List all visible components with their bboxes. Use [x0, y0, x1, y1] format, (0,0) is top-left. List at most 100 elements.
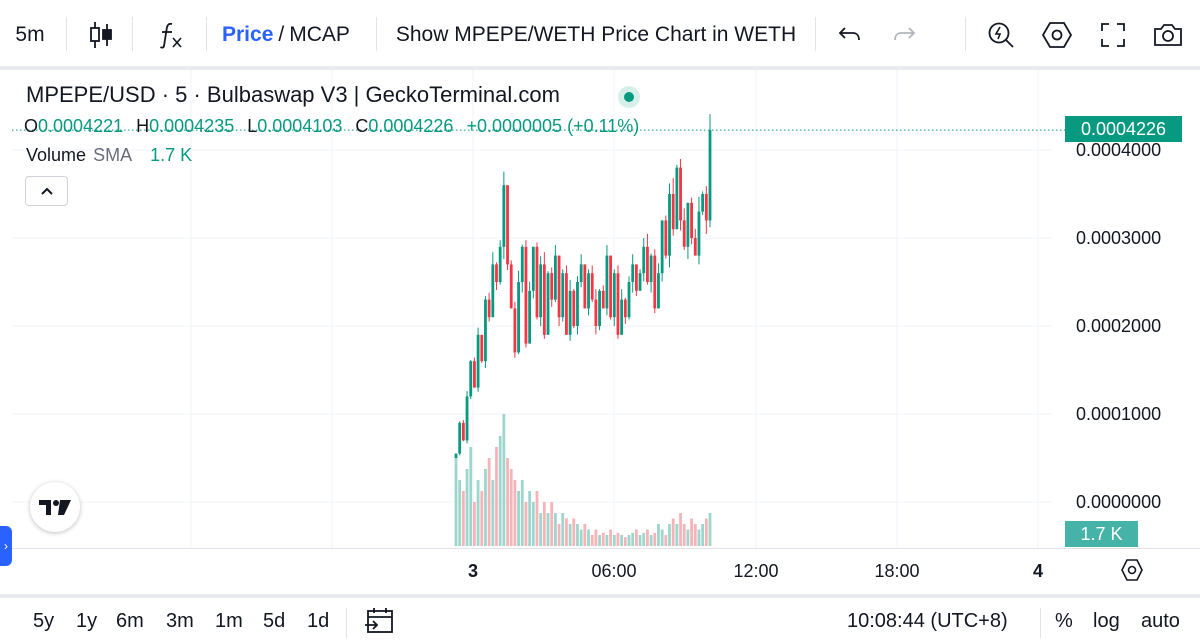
alert-button[interactable]: [982, 0, 1020, 70]
time-axis[interactable]: 3 06:00 12:00 18:00 4: [12, 548, 1200, 590]
slash-separator: /: [278, 23, 285, 46]
close-value: 0.0004226: [368, 116, 454, 136]
log-scale-button[interactable]: log: [1093, 610, 1120, 632]
price-axis-label: 0.0003000: [1076, 228, 1162, 248]
candle-body: [609, 255, 613, 318]
candle-body: [671, 194, 675, 230]
volume-bar: [642, 532, 646, 546]
indicators-button[interactable]: [148, 0, 194, 70]
live-status-dot: [618, 86, 640, 108]
volume-bar: [461, 491, 465, 546]
volume-bar: [495, 447, 498, 546]
candle-body: [660, 220, 664, 274]
candle-body: [576, 282, 579, 326]
volume-bar: [612, 535, 616, 546]
volume-bar: [531, 502, 535, 546]
snapshot-button[interactable]: [1148, 0, 1188, 70]
candle-body: [682, 220, 686, 247]
price-chart-plot[interactable]: [12, 70, 1200, 548]
candle-body: [587, 273, 590, 309]
top-toolbar: 5m Price / MCAP: [0, 0, 1200, 70]
candle-body: [697, 211, 701, 256]
candle-body: [649, 255, 653, 282]
volume-bar: [550, 502, 554, 546]
candle-body: [539, 264, 543, 318]
bottom-divider: [1040, 608, 1041, 638]
volume-bar: [675, 524, 679, 546]
volume-bar: [587, 529, 590, 546]
range-6m-button[interactable]: 6m: [116, 610, 144, 632]
settings-button[interactable]: [1038, 0, 1076, 70]
candle-body: [594, 299, 598, 326]
candle-body: [542, 264, 546, 335]
range-1y-button[interactable]: 1y: [76, 610, 98, 632]
volume-bar: [509, 469, 513, 546]
settings-hex-icon[interactable]: [1120, 558, 1144, 582]
toolbar-divider: [376, 17, 377, 51]
volume-bar: [701, 524, 705, 546]
candle-body: [473, 361, 476, 388]
candle-body: [601, 290, 605, 309]
volume-bar: [697, 529, 701, 546]
candle-body: [546, 273, 550, 335]
date-range-button[interactable]: [364, 606, 396, 641]
clock-timezone[interactable]: 10:08:44 (UTC+8): [847, 610, 1008, 632]
volume-bar: [576, 524, 579, 546]
high-value: 0.0004235: [149, 116, 235, 136]
candle-body: [524, 246, 528, 344]
candle-body: [528, 290, 532, 344]
volume-bar: [704, 518, 708, 546]
volume-bar: [487, 458, 491, 546]
undo-button[interactable]: [832, 0, 868, 70]
percent-scale-button[interactable]: %: [1055, 610, 1073, 632]
range-3m-button[interactable]: 3m: [166, 610, 194, 632]
range-1m-button[interactable]: 1m: [215, 610, 243, 632]
price-axis-label: 0.0001000: [1076, 404, 1162, 424]
price-mcap-toggle[interactable]: Price / MCAP: [222, 0, 362, 70]
interval-button[interactable]: 5m: [0, 0, 60, 70]
candle-body: [693, 238, 697, 256]
candle-body: [513, 308, 517, 353]
volume-bar: [484, 469, 487, 546]
open-key: O: [24, 116, 39, 136]
volume-bar: [609, 529, 613, 546]
candle-body: [458, 422, 462, 454]
candle-body: [627, 282, 631, 318]
volume-bar: [506, 458, 509, 546]
range-1d-button[interactable]: 1d: [307, 610, 330, 632]
volume-bar: [686, 529, 690, 546]
range-5d-button[interactable]: 5d: [263, 610, 286, 632]
volume-bar: [572, 518, 576, 546]
tradingview-logo[interactable]: [30, 482, 80, 532]
redo-icon: [894, 27, 916, 41]
volume-bar: [568, 524, 572, 546]
auto-scale-button[interactable]: auto: [1141, 610, 1180, 632]
time-axis-label: 4: [1032, 561, 1044, 581]
interval-label: 5m: [15, 23, 45, 46]
volume-bar: [539, 513, 543, 546]
collapse-legend-button[interactable]: [25, 176, 68, 206]
fullscreen-button[interactable]: [1094, 0, 1132, 70]
volume-bar: [605, 535, 609, 546]
show-weth-chart-button[interactable]: Show MPEPE/WETH Price Chart in WETH: [390, 0, 802, 70]
alert-icon: [988, 22, 1014, 48]
volume-bar: [671, 518, 675, 546]
candle-body: [565, 273, 568, 335]
chart-pane[interactable]: MPEPE/USD · 5 · Bulbaswap V3 | GeckoTerm…: [12, 70, 1200, 548]
volume-bar: [535, 491, 539, 546]
volume-bar: [634, 529, 638, 546]
volume-bar: [465, 469, 469, 546]
candle-body: [605, 255, 609, 309]
candle-body: [708, 130, 712, 221]
redo-button[interactable]: [886, 0, 922, 70]
drawer-toggle[interactable]: ›: [0, 526, 12, 566]
volume-bar: [649, 535, 653, 546]
price-option[interactable]: Price: [222, 23, 274, 46]
volume-bar: [601, 532, 605, 546]
range-5y-button[interactable]: 5y: [33, 610, 55, 632]
mcap-option[interactable]: MCAP: [289, 23, 350, 46]
volume-bar: [524, 502, 528, 546]
candle-body: [653, 255, 657, 309]
candlestick-style-button[interactable]: [80, 0, 122, 70]
